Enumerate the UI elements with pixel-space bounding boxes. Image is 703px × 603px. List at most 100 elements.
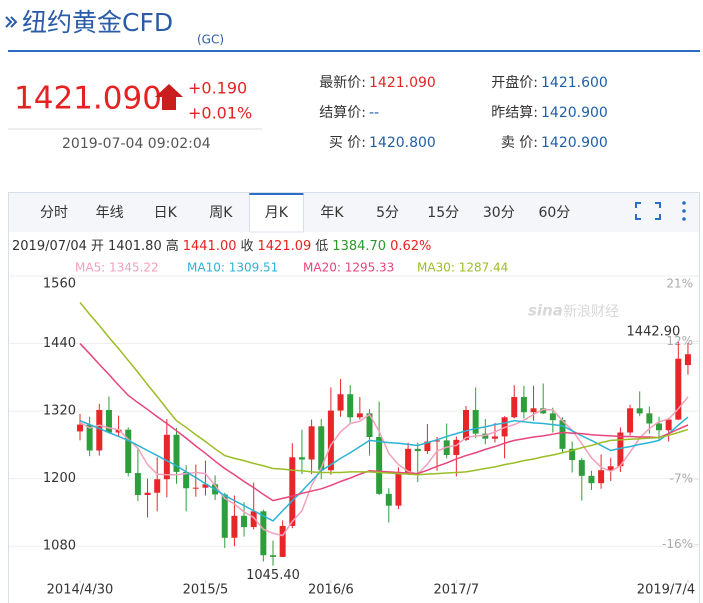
- ma-line: [79, 343, 689, 502]
- x-tick-label: 2015/5: [183, 583, 229, 598]
- low-annotation: 1045.40: [246, 568, 300, 583]
- stat-value: 1420.900: [541, 105, 608, 121]
- chart-panel: [8, 192, 700, 603]
- ohlc-label: 收: [241, 239, 254, 254]
- candle-body: [530, 408, 537, 413]
- legend-entry: MA20: 1295.33: [303, 261, 394, 275]
- candle-body: [656, 423, 662, 431]
- tab[interactable]: 5分: [376, 205, 399, 221]
- candle-body: [385, 493, 392, 506]
- page-code: (GC): [197, 33, 224, 47]
- candle-body: [77, 424, 83, 432]
- candle-body: [627, 408, 634, 433]
- legend-entry: MA10: 1309.51: [187, 261, 278, 275]
- plot: 1080 1200 1320 1440 1560 -16% -7% 12% 21% 2014/4/…: [9, 275, 699, 598]
- ohlc-bar: 2019/07/04 开 1401.80 高 1441.00 收 1421.09 低 1384.…: [12, 238, 431, 254]
- candle-body: [424, 441, 431, 452]
- stat-label: 昨结算:: [491, 105, 538, 121]
- candle-body: [125, 429, 132, 474]
- ohlc-label: 低: [315, 239, 328, 254]
- candle-body: [453, 439, 460, 456]
- tab[interactable]: 30分: [483, 205, 515, 221]
- stat-value: 1420.900: [541, 135, 608, 151]
- y2-tick-label: -16%: [662, 537, 693, 551]
- tab[interactable]: 60分: [538, 205, 570, 221]
- y2-tick-label: 12%: [666, 334, 693, 348]
- candle-body: [96, 409, 103, 451]
- legend: MA5: 1345.22 MA10: 1309.51 MA20: 1295.33 MA…: [75, 261, 508, 275]
- stat-label: 开盘价:: [491, 74, 538, 91]
- candle-body: [491, 436, 498, 439]
- price-change: +0.190: [188, 79, 247, 98]
- candle-body: [260, 511, 267, 556]
- stat-value: --: [369, 105, 379, 121]
- candle-body: [665, 419, 672, 431]
- candle-body: [414, 448, 421, 452]
- candle-body: [144, 492, 151, 495]
- x-tick-label: 2016/6: [308, 583, 354, 598]
- stat-label: 买 价:: [329, 135, 366, 151]
- watermark-logo: sina: [528, 302, 563, 320]
- stat-label: 最新价:: [319, 75, 366, 91]
- candle-body: [134, 473, 141, 495]
- ohlc-value: 1421.09: [258, 239, 312, 254]
- stats-grid: 最新价: 1421.090 开盘价: 1421.600 结算价: -- 昨结算: 1420.9…: [319, 74, 608, 151]
- page-title: 纽约黄金CFD: [22, 8, 173, 37]
- legend-entry: MA5: 1345.22: [75, 261, 159, 275]
- candle-body: [289, 457, 296, 526]
- y-tick-label: 1560: [43, 277, 76, 292]
- candle-body: [559, 420, 566, 449]
- watermark-text: 新浪财经: [563, 304, 619, 320]
- active-tab: [248, 193, 304, 233]
- candle-body: [356, 413, 363, 418]
- candle-body: [173, 434, 180, 472]
- candle-body: [279, 525, 286, 557]
- legend-entry: MA30: 1287.44: [417, 261, 508, 275]
- stat-value: 1421.600: [541, 75, 608, 91]
- more-button[interactable]: [682, 201, 686, 221]
- x-tick-label: 2014/4/30: [47, 583, 114, 598]
- candle-body: [241, 515, 248, 528]
- x-tick-label: 2017/7: [433, 583, 479, 598]
- candle-body: [684, 354, 691, 366]
- ohlc-label: 高: [166, 238, 179, 254]
- candle-body: [202, 484, 209, 488]
- y-tick-label: 1320: [43, 404, 76, 419]
- candle-body: [646, 413, 653, 424]
- tab-bar: [9, 193, 699, 232]
- candle-body: [183, 471, 190, 489]
- stat-value: 1421.090: [369, 75, 436, 91]
- y2-tick-label: -7%: [670, 472, 693, 486]
- candle-body: [347, 394, 354, 418]
- ohlc-date: 2019/07/04: [12, 239, 87, 254]
- candle-body: [405, 448, 412, 473]
- up-arrow: [155, 84, 183, 110]
- candle-body: [366, 413, 373, 438]
- candle-body: [511, 397, 518, 418]
- quote-time: 2019-07-04 09:02:04: [62, 136, 211, 152]
- tab[interactable]: 年K: [320, 205, 344, 221]
- candle-body: [675, 358, 682, 420]
- candle-body: [250, 511, 257, 528]
- ohlc-value: 1441.00: [183, 239, 237, 254]
- candle-body: [192, 487, 199, 489]
- candle-body: [434, 440, 441, 442]
- candle-body: [540, 408, 547, 414]
- candle-body: [607, 466, 614, 471]
- tab[interactable]: 月K: [265, 205, 289, 221]
- candle-body: [578, 460, 585, 476]
- y2-tick-label: 21%: [666, 277, 693, 291]
- tab[interactable]: 分时: [40, 205, 68, 221]
- tab[interactable]: 15分: [427, 205, 459, 221]
- candle-body: [376, 437, 383, 494]
- tab[interactable]: 日K: [154, 205, 178, 221]
- y-tick-label: 1200: [43, 471, 76, 486]
- fullscreen-button[interactable]: [635, 202, 661, 220]
- header-icon: [5, 16, 18, 28]
- tab[interactable]: 周K: [209, 205, 233, 221]
- ma-line: [79, 301, 689, 476]
- candle-body: [472, 409, 479, 434]
- tab[interactable]: 年线: [96, 205, 124, 221]
- candle-body: [86, 424, 93, 451]
